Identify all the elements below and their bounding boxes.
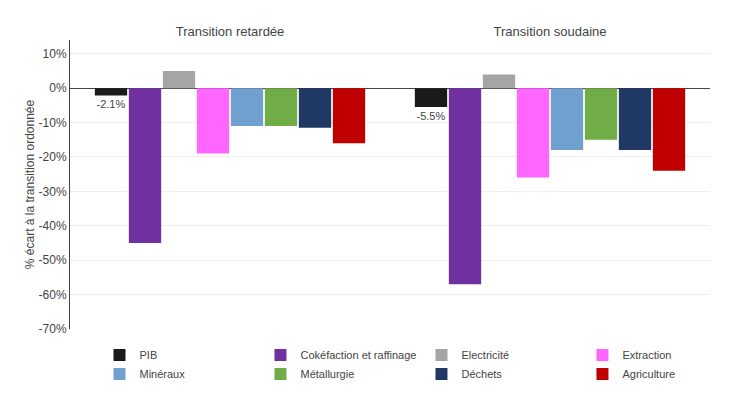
svg-text:-60%: -60% bbox=[39, 288, 67, 302]
svg-text:-20%: -20% bbox=[39, 150, 67, 164]
svg-text:-30%: -30% bbox=[39, 185, 67, 199]
svg-text:% écart à la transition ordonn: % écart à la transition ordonnée bbox=[23, 99, 37, 269]
svg-text:Métallurgie: Métallurgie bbox=[300, 368, 354, 380]
svg-text:Electricité: Electricité bbox=[461, 349, 509, 361]
svg-text:-10%: -10% bbox=[39, 116, 67, 130]
svg-text:Transition soudaine: Transition soudaine bbox=[494, 24, 607, 39]
svg-text:Déchets: Déchets bbox=[461, 368, 502, 380]
svg-text:PIB: PIB bbox=[140, 349, 158, 361]
svg-text:Cokéfaction et raffinage: Cokéfaction et raffinage bbox=[300, 349, 416, 361]
svg-text:Agriculture: Agriculture bbox=[622, 368, 675, 380]
svg-text:-70%: -70% bbox=[39, 322, 67, 336]
svg-text:10%: 10% bbox=[43, 47, 67, 61]
svg-text:Extraction: Extraction bbox=[622, 349, 671, 361]
svg-text:-2.1%: -2.1% bbox=[97, 98, 126, 110]
svg-text:0%: 0% bbox=[49, 81, 67, 95]
svg-text:Transition retardée: Transition retardée bbox=[176, 24, 285, 39]
svg-text:-50%: -50% bbox=[39, 253, 67, 267]
svg-text:-5.5%: -5.5% bbox=[417, 110, 446, 122]
svg-text:Minéraux: Minéraux bbox=[140, 368, 186, 380]
svg-text:-40%: -40% bbox=[39, 219, 67, 233]
